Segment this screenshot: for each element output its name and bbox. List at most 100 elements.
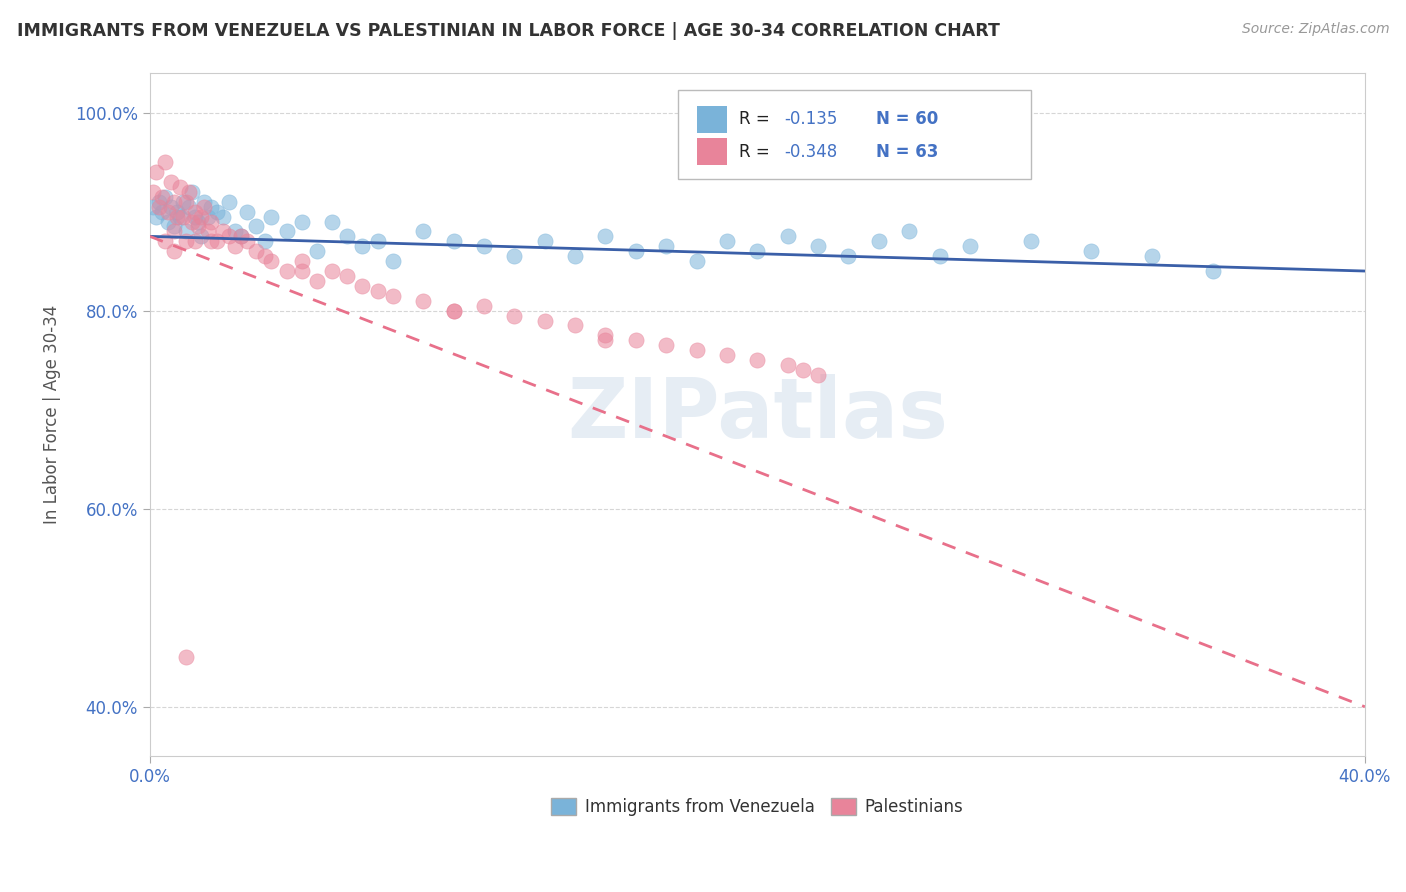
- Point: [685, 254, 707, 268]
- Point: [174, 650, 197, 665]
- Point: [218, 194, 240, 209]
- Point: [200, 235, 222, 249]
- Point: [564, 249, 586, 263]
- Point: [321, 264, 343, 278]
- Point: [153, 235, 176, 249]
- Point: [898, 224, 921, 238]
- Point: [169, 179, 191, 194]
- Point: [236, 204, 259, 219]
- Point: [624, 244, 647, 259]
- Point: [197, 224, 219, 238]
- Point: [229, 229, 252, 244]
- Point: [181, 185, 204, 199]
- Point: [245, 219, 267, 234]
- Text: IMMIGRANTS FROM VENEZUELA VS PALESTINIAN IN LABOR FORCE | AGE 30-34 CORRELATION : IMMIGRANTS FROM VENEZUELA VS PALESTINIAN…: [17, 22, 1000, 40]
- Point: [157, 214, 180, 228]
- Point: [595, 334, 617, 348]
- Point: [211, 210, 233, 224]
- Point: [211, 224, 233, 238]
- Point: [172, 210, 194, 224]
- Point: [184, 235, 207, 249]
- Point: [150, 190, 173, 204]
- Point: [224, 239, 246, 253]
- Point: [321, 214, 343, 228]
- Point: [166, 210, 188, 224]
- Point: [276, 264, 298, 278]
- Point: [868, 235, 890, 249]
- Point: [254, 235, 277, 249]
- Text: -0.348: -0.348: [785, 143, 838, 161]
- Point: [181, 214, 204, 228]
- Point: [205, 235, 228, 249]
- Point: [148, 200, 170, 214]
- Point: [260, 254, 283, 268]
- Point: [291, 264, 314, 278]
- Point: [224, 224, 246, 238]
- Point: [412, 224, 434, 238]
- Point: [412, 293, 434, 308]
- Point: [197, 210, 219, 224]
- Point: [260, 210, 283, 224]
- Point: [187, 219, 209, 234]
- Point: [145, 165, 167, 179]
- Point: [163, 244, 186, 259]
- Point: [148, 194, 170, 209]
- Point: [145, 210, 167, 224]
- Point: [807, 239, 830, 253]
- Point: [716, 348, 738, 362]
- Point: [150, 204, 173, 219]
- Point: [928, 249, 950, 263]
- Point: [187, 214, 209, 228]
- Point: [163, 224, 186, 238]
- Point: [236, 235, 259, 249]
- Point: [205, 204, 228, 219]
- Point: [624, 334, 647, 348]
- Point: [336, 268, 359, 283]
- Point: [564, 318, 586, 333]
- FancyBboxPatch shape: [696, 138, 727, 165]
- Point: [472, 239, 495, 253]
- Point: [163, 194, 186, 209]
- Point: [229, 229, 252, 244]
- Point: [190, 210, 212, 224]
- Point: [163, 219, 186, 234]
- Point: [1140, 249, 1163, 263]
- Point: [747, 353, 769, 368]
- Point: [179, 185, 201, 199]
- Point: [367, 235, 389, 249]
- Point: [174, 224, 197, 238]
- Point: [1202, 264, 1225, 278]
- Point: [685, 343, 707, 358]
- Point: [443, 303, 465, 318]
- Point: [153, 190, 176, 204]
- Point: [200, 214, 222, 228]
- Text: N = 63: N = 63: [876, 143, 939, 161]
- Point: [472, 299, 495, 313]
- Text: ZIPatlas: ZIPatlas: [567, 374, 948, 455]
- Point: [1080, 244, 1102, 259]
- Point: [153, 155, 176, 169]
- Point: [503, 309, 526, 323]
- Point: [595, 229, 617, 244]
- Point: [381, 254, 404, 268]
- Point: [1019, 235, 1042, 249]
- Point: [193, 194, 215, 209]
- Point: [352, 279, 374, 293]
- Point: [190, 229, 212, 244]
- Point: [245, 244, 267, 259]
- Point: [174, 194, 197, 209]
- Point: [184, 210, 207, 224]
- Point: [807, 368, 830, 382]
- Point: [169, 210, 191, 224]
- Point: [747, 759, 769, 773]
- Point: [305, 244, 328, 259]
- Text: Source: ZipAtlas.com: Source: ZipAtlas.com: [1241, 22, 1389, 37]
- Point: [655, 239, 678, 253]
- Point: [595, 328, 617, 343]
- Point: [533, 313, 555, 327]
- Point: [443, 303, 465, 318]
- Point: [503, 249, 526, 263]
- Legend: Immigrants from Venezuela, Palestinians: Immigrants from Venezuela, Palestinians: [544, 791, 970, 823]
- Point: [533, 235, 555, 249]
- Point: [276, 224, 298, 238]
